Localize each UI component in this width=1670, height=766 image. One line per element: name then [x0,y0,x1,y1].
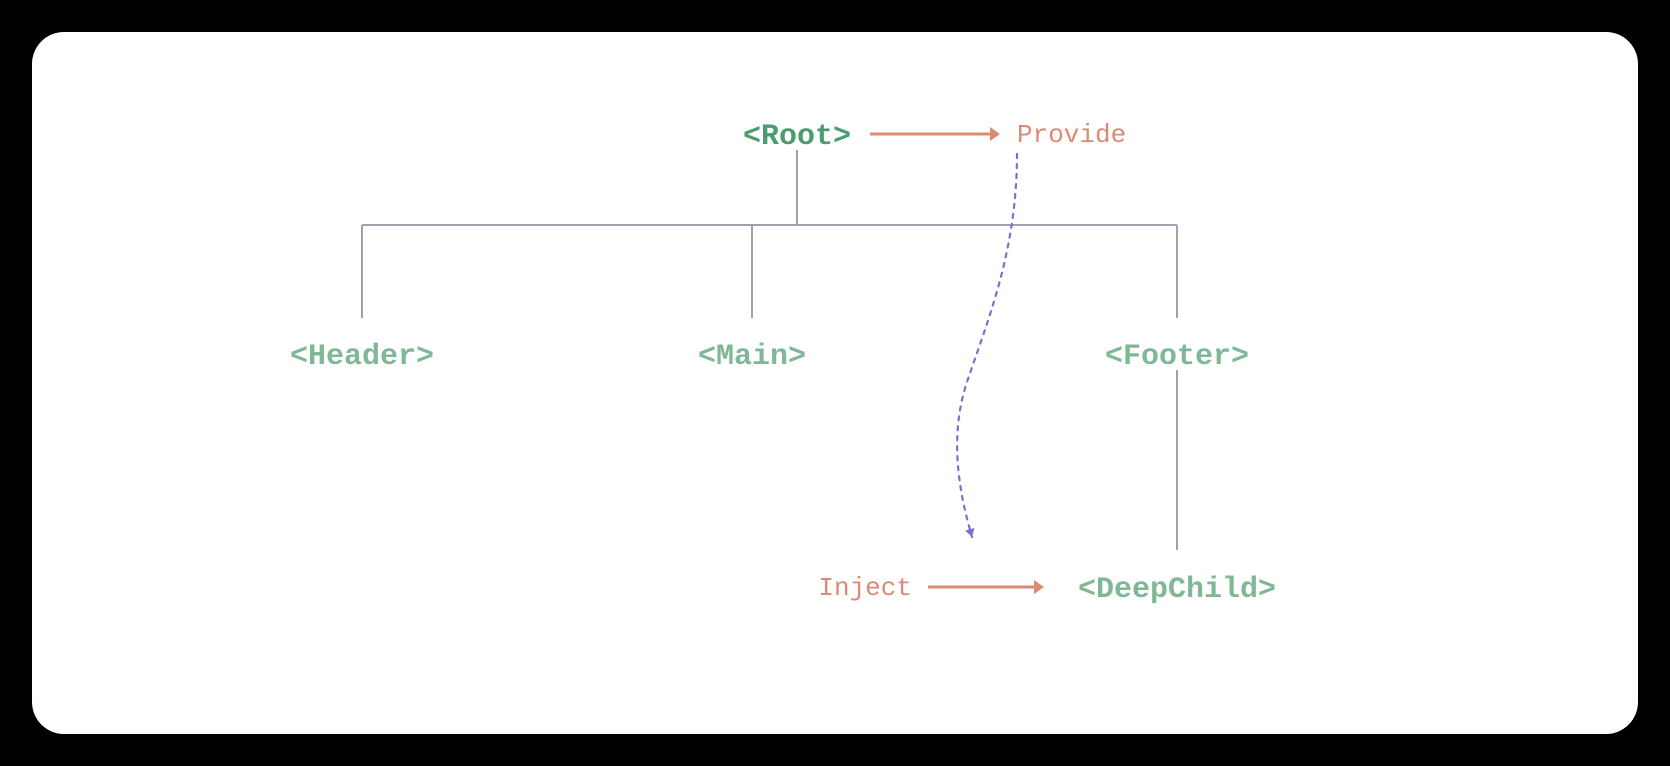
provide-inject-curve [957,154,1017,537]
node-main: <Main> [698,340,806,374]
action-arrows [870,127,1044,594]
node-deepchild: <DeepChild> [1078,573,1276,607]
action-inject: Inject [818,573,912,603]
node-header: <Header> [290,340,434,374]
node-footer: <Footer> [1105,340,1249,374]
action-provide: Provide [1017,120,1126,150]
diagram-card: <Root> <Header> <Main> <Footer> <DeepChi… [32,32,1638,734]
node-root: <Root> [743,120,851,154]
